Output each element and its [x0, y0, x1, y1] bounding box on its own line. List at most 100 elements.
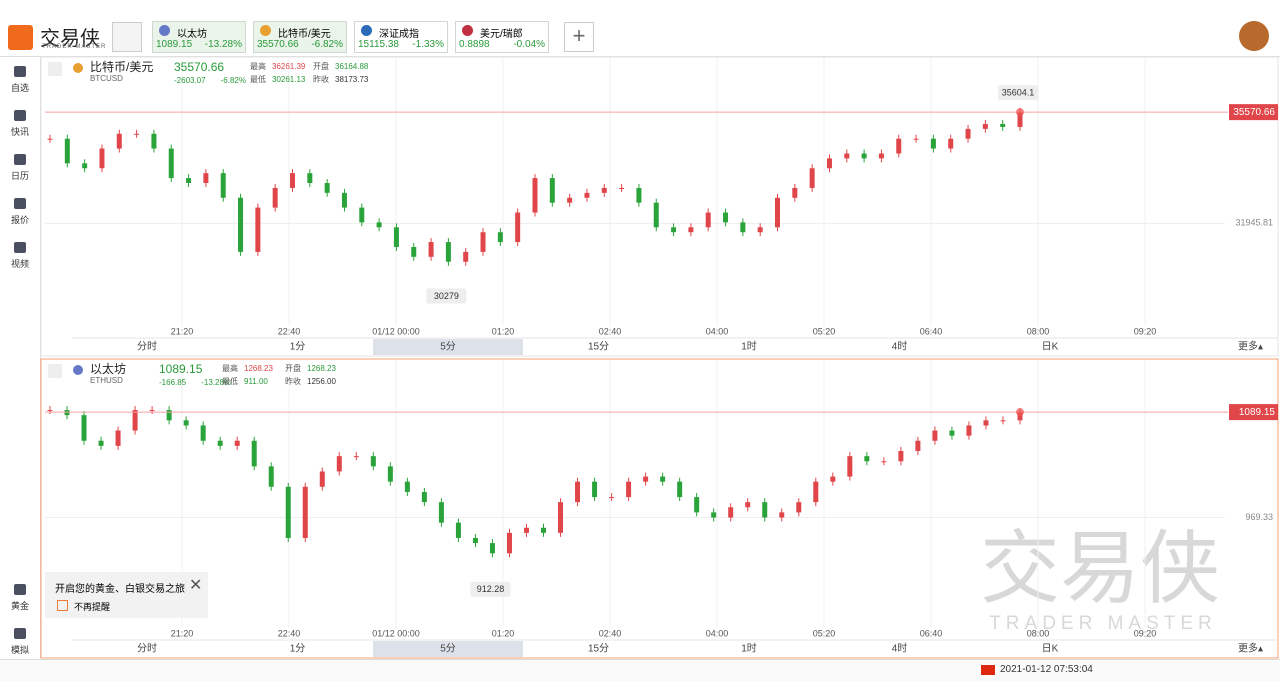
candle-body — [370, 456, 376, 467]
candle-body — [64, 138, 70, 164]
candle-body — [896, 138, 902, 154]
panel — [40, 56, 1279, 357]
ticker[interactable]: 深证成指 15115.38 -1.33% — [354, 21, 448, 53]
candle-body — [82, 163, 88, 169]
candle-body — [132, 410, 138, 431]
change-pct: -6.82% — [221, 76, 246, 85]
candle-body — [515, 212, 521, 243]
candle-body — [183, 420, 189, 426]
time-label: 01:20 — [492, 326, 515, 336]
avatar[interactable] — [1239, 21, 1269, 51]
panel — [40, 358, 1279, 659]
time-label: 21:20 — [171, 628, 194, 638]
sidebar-label: 黄金 — [10, 601, 29, 611]
candle-body — [455, 522, 461, 538]
sidebar-item[interactable]: 报价 — [0, 198, 40, 226]
candle-body — [445, 242, 451, 262]
annotation: 35604.1 — [1002, 87, 1035, 97]
interval-tab: 4时 — [892, 643, 908, 655]
candle-body — [428, 242, 434, 257]
sidebar-item[interactable]: 快讯 — [0, 110, 40, 138]
stat-label: 开盘 — [313, 61, 329, 71]
ticker-name: 以太坊 — [177, 29, 207, 40]
sidebar-item[interactable]: 日历 — [0, 154, 40, 182]
stat-label: 昨收 — [313, 74, 329, 84]
change-pct: -13.28% — [201, 378, 231, 387]
candle-body — [47, 138, 53, 140]
candle-body — [341, 192, 347, 208]
ticker[interactable]: 以太坊 1089.15 -13.28% — [152, 21, 246, 53]
checkbox[interactable] — [57, 600, 68, 611]
candle-body — [643, 476, 649, 482]
annotation: 912.28 — [477, 584, 505, 594]
candle-body — [336, 456, 342, 472]
candle-body — [966, 425, 972, 436]
time-label: 08:00 — [1027, 326, 1050, 336]
candle-body — [532, 178, 538, 213]
time-label: 09:20 — [1134, 326, 1157, 336]
interval-tab: 15分 — [588, 341, 609, 353]
candle-body — [626, 481, 632, 498]
candle-body — [636, 187, 642, 203]
interval-tab: 分时 — [137, 643, 157, 655]
flag — [981, 665, 995, 675]
ticker-icon — [260, 25, 271, 36]
stat-label: 昨收 — [285, 376, 301, 386]
candle-body — [932, 430, 938, 441]
ticker-price: 1089.15 — [156, 39, 193, 50]
candle-body — [915, 440, 921, 451]
sidebar: 自选快讯日历报价视频黄金模拟 — [0, 56, 41, 658]
sidebar-label: 视频 — [10, 259, 29, 269]
candle-body — [272, 187, 278, 208]
candle-body — [878, 153, 884, 159]
sidebar-item[interactable]: 模拟 — [0, 628, 40, 656]
candle-body — [81, 415, 87, 441]
status-bar: 2021-01-12 07:53:04 — [0, 659, 1280, 681]
candle-body — [463, 251, 469, 262]
ticker-name: 深证成指 — [379, 29, 419, 40]
candle-body — [688, 227, 694, 233]
sidebar-item[interactable]: 黄金 — [0, 584, 40, 612]
candle-body — [438, 502, 444, 523]
candle-body — [723, 212, 729, 223]
candle-body — [740, 222, 746, 233]
stat-value: 30261.13 — [272, 75, 306, 84]
interval-tab: 5分 — [440, 341, 456, 353]
candle-body — [168, 148, 174, 179]
close-btn — [48, 364, 62, 378]
coin-icon — [73, 63, 83, 73]
add-button[interactable]: + — [564, 22, 594, 52]
candle-body — [813, 481, 819, 503]
candle-body — [1017, 112, 1023, 127]
popup-close[interactable]: ✕ — [189, 577, 203, 594]
symbol-name: 以太坊 — [90, 361, 126, 376]
candle-body — [728, 507, 734, 518]
candle-body — [149, 410, 155, 412]
time-label: 22:40 — [278, 628, 301, 638]
sidebar-item[interactable]: 视频 — [0, 242, 40, 270]
candle-body — [98, 440, 104, 446]
interval-tab: 1时 — [741, 643, 757, 655]
ticker[interactable]: 美元/瑞郎 0.8898 -0.04% — [455, 21, 549, 53]
sidebar-item[interactable]: 自选 — [0, 66, 40, 94]
time-label: 04:00 — [706, 628, 729, 638]
candle-body — [796, 502, 802, 513]
last-price-badge — [1229, 404, 1278, 421]
time-label: 21:20 — [171, 326, 194, 336]
candle-body — [930, 138, 936, 149]
interval-tab: 1时 — [741, 341, 757, 353]
candle-body — [307, 173, 313, 183]
logo-sub: TRADER MASTER — [42, 44, 107, 50]
grid-button[interactable] — [112, 22, 142, 52]
candle-body — [898, 450, 904, 462]
time-label: 01/12 00:00 — [372, 326, 420, 336]
last-price-dot — [1016, 408, 1024, 417]
ticker[interactable]: 比特币/美元 35570.66 -6.82% — [253, 21, 347, 53]
candle-body — [268, 466, 274, 487]
candle-body — [387, 466, 393, 482]
candle-body — [1000, 123, 1006, 127]
candle-body — [151, 133, 157, 149]
change: -2603.07 — [174, 76, 206, 85]
time-label: 22:40 — [278, 326, 301, 336]
candle-body — [705, 212, 711, 228]
